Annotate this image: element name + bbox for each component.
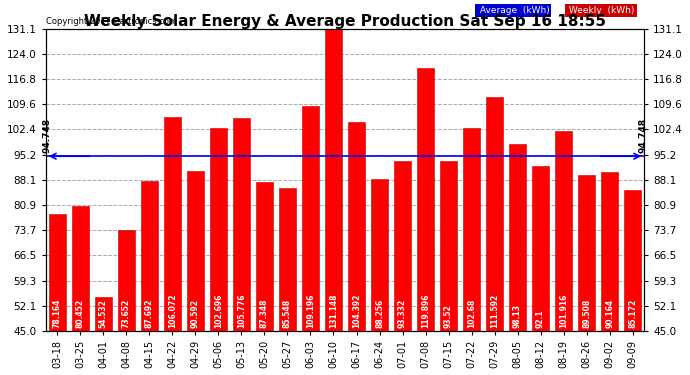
- Text: 106.072: 106.072: [168, 293, 177, 328]
- Bar: [279, 189, 296, 331]
- Bar: [371, 179, 388, 331]
- Text: 104.392: 104.392: [352, 294, 361, 328]
- Bar: [394, 161, 411, 331]
- Bar: [532, 165, 549, 331]
- Text: 102.68: 102.68: [467, 298, 476, 328]
- Text: 80.452: 80.452: [76, 299, 85, 328]
- Text: 109.196: 109.196: [306, 294, 315, 328]
- Bar: [555, 131, 572, 331]
- Bar: [210, 128, 227, 331]
- Bar: [601, 172, 618, 331]
- Text: 105.776: 105.776: [237, 293, 246, 328]
- Bar: [578, 175, 595, 331]
- Bar: [348, 122, 365, 331]
- Bar: [509, 144, 526, 331]
- Bar: [233, 117, 250, 331]
- Text: 94.748: 94.748: [43, 118, 52, 153]
- Text: 102.696: 102.696: [214, 294, 223, 328]
- Bar: [72, 206, 89, 331]
- Bar: [49, 214, 66, 331]
- Bar: [164, 117, 181, 331]
- Bar: [417, 68, 434, 331]
- Bar: [187, 171, 204, 331]
- Text: 111.592: 111.592: [490, 294, 499, 328]
- Text: 89.508: 89.508: [582, 298, 591, 328]
- Text: 87.348: 87.348: [260, 298, 269, 328]
- Text: 93.332: 93.332: [398, 299, 407, 328]
- Text: 85.172: 85.172: [628, 298, 637, 328]
- Text: 88.256: 88.256: [375, 298, 384, 328]
- Text: 90.592: 90.592: [191, 299, 200, 328]
- Bar: [118, 230, 135, 331]
- Text: 78.164: 78.164: [53, 298, 62, 328]
- Text: 98.13: 98.13: [513, 304, 522, 328]
- Bar: [95, 297, 112, 331]
- Text: Copyright 2017 Cartronics.com: Copyright 2017 Cartronics.com: [46, 17, 177, 26]
- Title: Weekly Solar Energy & Average Production Sat Sep 16 18:55: Weekly Solar Energy & Average Production…: [84, 14, 606, 29]
- Text: 92.1: 92.1: [536, 309, 545, 328]
- Bar: [141, 181, 158, 331]
- Text: 101.916: 101.916: [559, 294, 568, 328]
- Text: 85.548: 85.548: [283, 299, 292, 328]
- Bar: [256, 182, 273, 331]
- Bar: [325, 28, 342, 331]
- Text: Average  (kWh): Average (kWh): [477, 6, 549, 15]
- Bar: [440, 160, 457, 331]
- Text: 93.52: 93.52: [444, 304, 453, 328]
- Text: 54.532: 54.532: [99, 299, 108, 328]
- Text: 90.164: 90.164: [605, 299, 614, 328]
- Text: Weekly  (kWh): Weekly (kWh): [566, 6, 635, 15]
- Text: 73.652: 73.652: [122, 299, 131, 328]
- Bar: [624, 190, 641, 331]
- Bar: [486, 97, 503, 331]
- Text: 119.896: 119.896: [421, 293, 430, 328]
- Text: 87.692: 87.692: [145, 298, 154, 328]
- Text: 94.748: 94.748: [638, 118, 647, 153]
- Text: 131.148: 131.148: [329, 293, 338, 328]
- Bar: [463, 128, 480, 331]
- Bar: [302, 106, 319, 331]
